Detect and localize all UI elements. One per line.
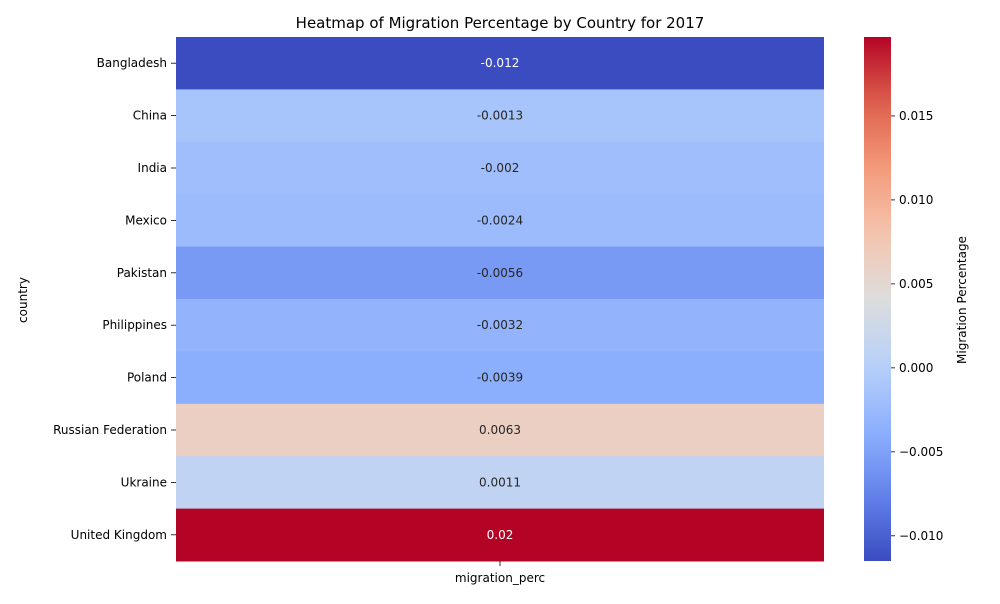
y-tick-label: Pakistan (117, 266, 167, 280)
heatmap-cell (176, 403, 824, 457)
colorbar-gradient (864, 37, 891, 561)
y-tick-label: Ukraine (121, 475, 167, 489)
cell-value-label: -0.0039 (477, 371, 523, 385)
cell-value-label: 0.0063 (479, 423, 521, 437)
cell-value-label: -0.0024 (477, 213, 523, 227)
colorbar-tick-label: 0.005 (899, 277, 933, 291)
heatmap-cells: -0.012 -0.0013 -0.002 -0.0024 -0.0056 -0.0032… (176, 37, 824, 562)
cell-value-label: -0.002 (481, 161, 520, 175)
cell-value-label: -0.012 (481, 56, 520, 70)
cell-value-label: -0.0013 (477, 109, 523, 123)
y-tick-label: Mexico (125, 213, 167, 227)
colorbar-tick-label: 0.015 (899, 109, 933, 123)
heatmap-cell (176, 508, 824, 562)
y-axis-label: country (16, 277, 30, 323)
cell-value-label: 0.02 (487, 528, 514, 542)
colorbar-label: Migration Percentage (955, 236, 969, 364)
heatmap-cell (176, 351, 824, 405)
x-axis-ticks: migration_perc (455, 561, 545, 585)
heatmap-cell (176, 89, 824, 143)
y-tick-label: India (138, 161, 167, 175)
heatmap-cell (176, 194, 824, 248)
y-tick-label: Philippines (102, 318, 167, 332)
heatmap-cell (176, 37, 824, 90)
colorbar-tick-label: 0.000 (899, 361, 933, 375)
colorbar-tick-label: −0.005 (899, 445, 943, 459)
cell-value-label: 0.0011 (479, 475, 521, 489)
heatmap-cell (176, 299, 824, 352)
heatmap-cell (176, 141, 824, 195)
y-axis-ticks: Bangladesh China India Mexico Pakistan Philip… (53, 56, 176, 542)
chart-title: Heatmap of Migration Percentage by Count… (296, 14, 705, 32)
colorbar: −0.010 −0.005 0.000 0.005 0.010 0.015 (864, 37, 943, 561)
y-tick-label: Poland (127, 371, 167, 385)
cell-value-label: -0.0056 (477, 266, 523, 280)
heatmap-cell (176, 246, 824, 300)
cell-value-label: -0.0032 (477, 318, 523, 332)
y-tick-label: Bangladesh (97, 56, 167, 70)
colorbar-tick-label: 0.010 (899, 193, 933, 207)
y-tick-label: Russian Federation (53, 423, 167, 437)
y-tick-label: United Kingdom (71, 528, 167, 542)
x-tick-label: migration_perc (455, 571, 545, 585)
heatmap-cell (176, 456, 824, 510)
colorbar-tick-label: −0.010 (899, 529, 943, 543)
y-tick-label: China (133, 109, 167, 123)
